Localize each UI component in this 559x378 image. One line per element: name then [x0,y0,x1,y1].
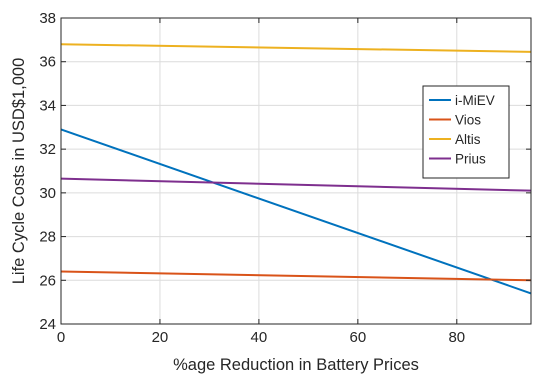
y-tick-label: 24 [39,316,56,333]
x-axis-label: %age Reduction in Battery Prices [173,356,419,374]
legend-entry: Altis [455,132,481,147]
y-tick-label: 36 [39,54,56,71]
x-tick-label: 20 [152,329,169,346]
x-tick-label: 80 [448,329,465,346]
legend-entry: i-MiEV [455,93,495,108]
series-lines [60,43,532,295]
legend-entry: Prius [455,152,486,167]
series-line-vios [60,270,532,282]
y-tick-label: 30 [39,185,56,202]
series-line-altis [60,43,532,53]
y-tick-label: 32 [39,141,56,158]
y-tick-label: 28 [39,229,56,246]
x-axis-tick-labels: 0 20 40 60 80 [57,329,465,346]
x-tick-label: 0 [57,329,65,346]
y-axis-tick-labels: 24 26 28 30 32 34 36 38 [39,10,56,333]
plot-area-border [60,17,532,325]
y-tick-label: 38 [39,10,56,27]
legend: i-MiEV Vios Altis Prius [422,85,510,179]
y-tick-label: 26 [39,272,56,289]
series-line-i-miev [60,128,532,295]
tick-marks [60,17,531,325]
legend-entry: Vios [455,113,481,128]
legend-box [422,85,510,179]
series-line-prius [60,177,532,192]
x-tick-label: 40 [251,329,268,346]
y-axis-label: Life Cycle Costs in USD$1,000 [10,58,28,285]
x-tick-label: 60 [349,329,366,346]
y-tick-label: 34 [39,97,56,114]
